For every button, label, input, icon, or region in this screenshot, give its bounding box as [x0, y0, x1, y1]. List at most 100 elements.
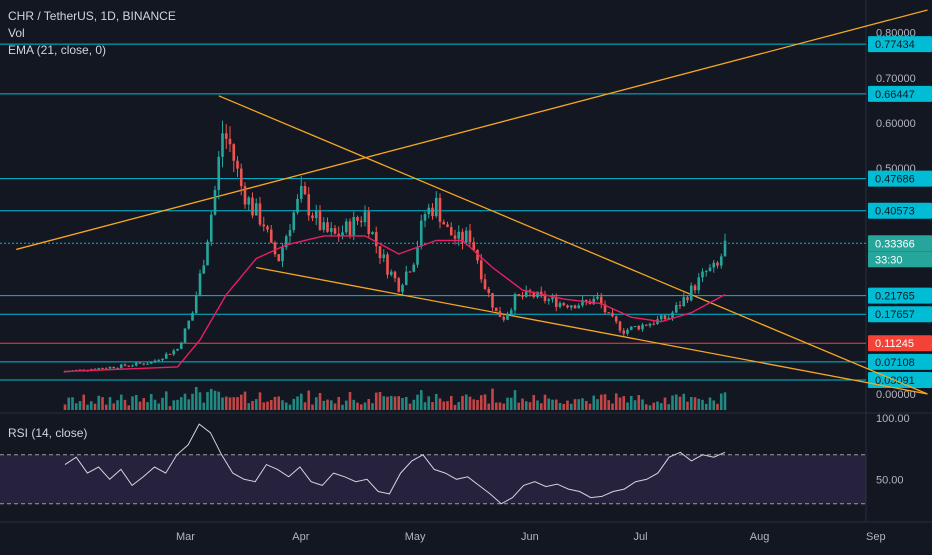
candle-body-130 — [551, 297, 554, 300]
candle-body-164 — [678, 305, 682, 307]
volume-bar-79 — [359, 404, 363, 410]
volume-bar-66 — [311, 404, 314, 410]
ema-legend: EMA (21, close, 0) — [8, 43, 107, 57]
candle-body-132 — [558, 303, 562, 307]
candle-body-148 — [618, 321, 622, 331]
candle-body-80 — [363, 211, 367, 223]
level-label-6: 0.17657 — [875, 309, 915, 321]
candle-body-113 — [487, 288, 491, 294]
volume-bar-164 — [678, 396, 682, 410]
volume-bar-30 — [176, 399, 179, 410]
volume-bar-62 — [296, 396, 299, 410]
volume-bar-5 — [82, 394, 86, 410]
candle-body-86 — [386, 254, 389, 275]
volume-bar-25 — [157, 403, 161, 410]
candle-body-40 — [213, 190, 217, 215]
volume-bar-40 — [213, 390, 217, 410]
volume-bar-99 — [434, 393, 438, 410]
candle-body-33 — [187, 320, 191, 329]
candle-body-175 — [719, 256, 723, 266]
candle-body-157 — [652, 323, 656, 325]
ema-line — [64, 235, 726, 373]
volume-bar-23 — [149, 393, 153, 410]
candle-body-162 — [671, 312, 674, 318]
volume-bar-171 — [704, 403, 708, 410]
volume-bar-53 — [262, 402, 266, 410]
volume-bar-112 — [483, 394, 487, 410]
time-tick-apr: Apr — [292, 531, 309, 543]
candle-body-72 — [333, 228, 337, 234]
candle-body-95 — [419, 220, 423, 247]
candle-body-32 — [183, 328, 187, 343]
candle-body-88 — [393, 271, 397, 279]
time-tick-jul: Jul — [634, 531, 648, 543]
candle-body-97 — [427, 207, 431, 215]
candle-body-105 — [457, 231, 461, 239]
candle-body-67 — [314, 210, 318, 219]
candle-body-107 — [464, 230, 468, 243]
volume-bar-35 — [194, 387, 198, 410]
volume-bar-81 — [367, 398, 371, 410]
volume-bar-54 — [266, 401, 269, 410]
candle-body-0 — [63, 371, 67, 373]
candle-body-55 — [269, 229, 273, 243]
volume-bar-39 — [209, 388, 213, 410]
volume-bar-163 — [674, 394, 678, 410]
candle-body-47 — [239, 168, 243, 187]
countdown-tag — [868, 251, 932, 268]
candle-body-144 — [603, 304, 607, 313]
volume-bar-38 — [206, 392, 209, 410]
volume-bar-125 — [532, 395, 536, 410]
volume-bar-95 — [419, 390, 423, 410]
candle-body-98 — [431, 207, 434, 217]
candle-body-69 — [322, 222, 326, 230]
volume-bar-102 — [446, 401, 449, 410]
volume-bar-119 — [509, 397, 513, 410]
volume-bar-48 — [243, 391, 247, 410]
level-tag-0 — [868, 36, 932, 53]
trendline-1 — [218, 95, 928, 395]
level-tag-3 — [868, 202, 932, 219]
volume-bar-0 — [63, 404, 67, 410]
vol-legend: Vol — [8, 26, 25, 40]
volume-bar-34 — [191, 393, 194, 410]
candle-body-128 — [543, 294, 547, 301]
volume-bar-77 — [352, 399, 356, 410]
volume-bar-2 — [71, 397, 74, 410]
candle-body-53 — [262, 224, 266, 227]
volume-bar-134 — [566, 400, 569, 410]
time-tick-mar: Mar — [176, 531, 195, 543]
candle-body-131 — [554, 297, 558, 307]
volume-bar-143 — [599, 394, 603, 410]
volume-bar-13 — [112, 403, 116, 410]
time-tick-aug: Aug — [750, 531, 770, 543]
candle-body-112 — [483, 279, 487, 289]
candle-body-62 — [296, 198, 299, 213]
volume-bar-130 — [551, 399, 554, 410]
candle-body-118 — [506, 313, 509, 320]
volume-bar-43 — [224, 396, 228, 410]
candle-body-160 — [663, 315, 667, 320]
volume-bar-50 — [251, 400, 254, 410]
volume-bar-47 — [239, 394, 243, 410]
rsi-tick-0: 100.00 — [876, 413, 910, 425]
candle-body-115 — [494, 307, 498, 312]
volume-bar-114 — [491, 388, 494, 410]
candle-body-122 — [521, 295, 524, 297]
candle-body-16 — [123, 364, 127, 366]
volume-bar-55 — [269, 399, 273, 410]
candle-body-24 — [153, 360, 157, 363]
time-tick-sep: Sep — [866, 531, 886, 543]
volume-bar-51 — [254, 399, 258, 410]
candle-body-44 — [228, 138, 232, 145]
candle-body-109 — [472, 242, 476, 250]
volume-bar-10 — [101, 397, 104, 410]
candle-body-61 — [292, 212, 296, 231]
candle-body-79 — [359, 220, 363, 223]
candle-body-123 — [524, 290, 528, 297]
candle-body-84 — [378, 246, 382, 259]
candle-body-51 — [254, 203, 258, 216]
volume-bar-142 — [596, 399, 599, 410]
